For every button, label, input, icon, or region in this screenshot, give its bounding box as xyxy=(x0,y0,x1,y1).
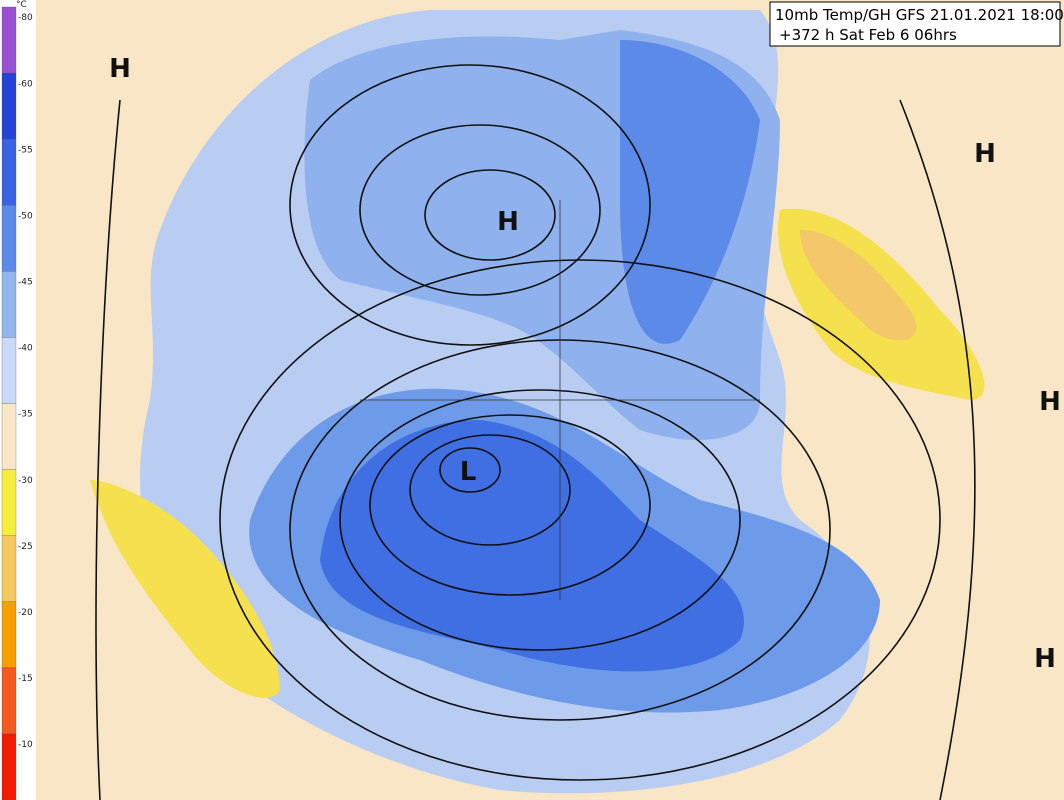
legend-label: -45 xyxy=(18,278,33,288)
title: 10mb Temp/GH GFS 21.01.2021 18:00 xyxy=(775,6,1064,24)
contours xyxy=(95,64,976,800)
legend-swatch xyxy=(1,469,17,536)
legend-label: -55 xyxy=(18,145,33,155)
legend-swatch xyxy=(1,535,17,602)
low-label: L xyxy=(460,457,477,487)
legend-label: -25 xyxy=(18,542,33,552)
legend-swatch xyxy=(1,601,17,668)
legend-label: -30 xyxy=(18,476,33,486)
high-label: H xyxy=(1034,644,1056,674)
high-label: H xyxy=(497,207,519,237)
legend-label: -80 xyxy=(18,13,33,23)
high-label: H xyxy=(1039,387,1061,417)
legend-swatch xyxy=(1,403,17,470)
legend-swatch xyxy=(1,733,17,800)
map-fields xyxy=(36,0,1064,800)
pressure-labels: H H H H H L xyxy=(109,54,1061,674)
legend-label: -10 xyxy=(18,740,33,750)
legend-label: -50 xyxy=(18,211,33,221)
legend-label: -20 xyxy=(18,608,33,618)
legend-label: -60 xyxy=(18,79,33,89)
high-label: H xyxy=(974,139,996,169)
subtitle: +372 h Sat Feb 6 06hrs xyxy=(779,26,957,44)
legend-swatch xyxy=(1,205,17,272)
legend-unit: °C xyxy=(16,0,27,10)
legend-label: -15 xyxy=(18,674,33,684)
legend-label: -35 xyxy=(18,410,33,420)
legend: °C -80 -60 -55 -50 -45 -40 -35 -30 -25 -20 -15 -10 xyxy=(0,0,36,800)
legend-swatch xyxy=(1,271,17,338)
legend-swatch xyxy=(1,6,17,74)
legend-swatch xyxy=(1,72,17,140)
legend-swatch xyxy=(1,139,17,206)
title-box: 10mb Temp/GH GFS 21.01.2021 18:00 +372 h… xyxy=(769,1,1064,47)
legend-swatch xyxy=(1,337,17,404)
high-label: H xyxy=(109,54,131,84)
legend-swatch xyxy=(1,667,17,735)
legend-label: -40 xyxy=(18,344,33,354)
